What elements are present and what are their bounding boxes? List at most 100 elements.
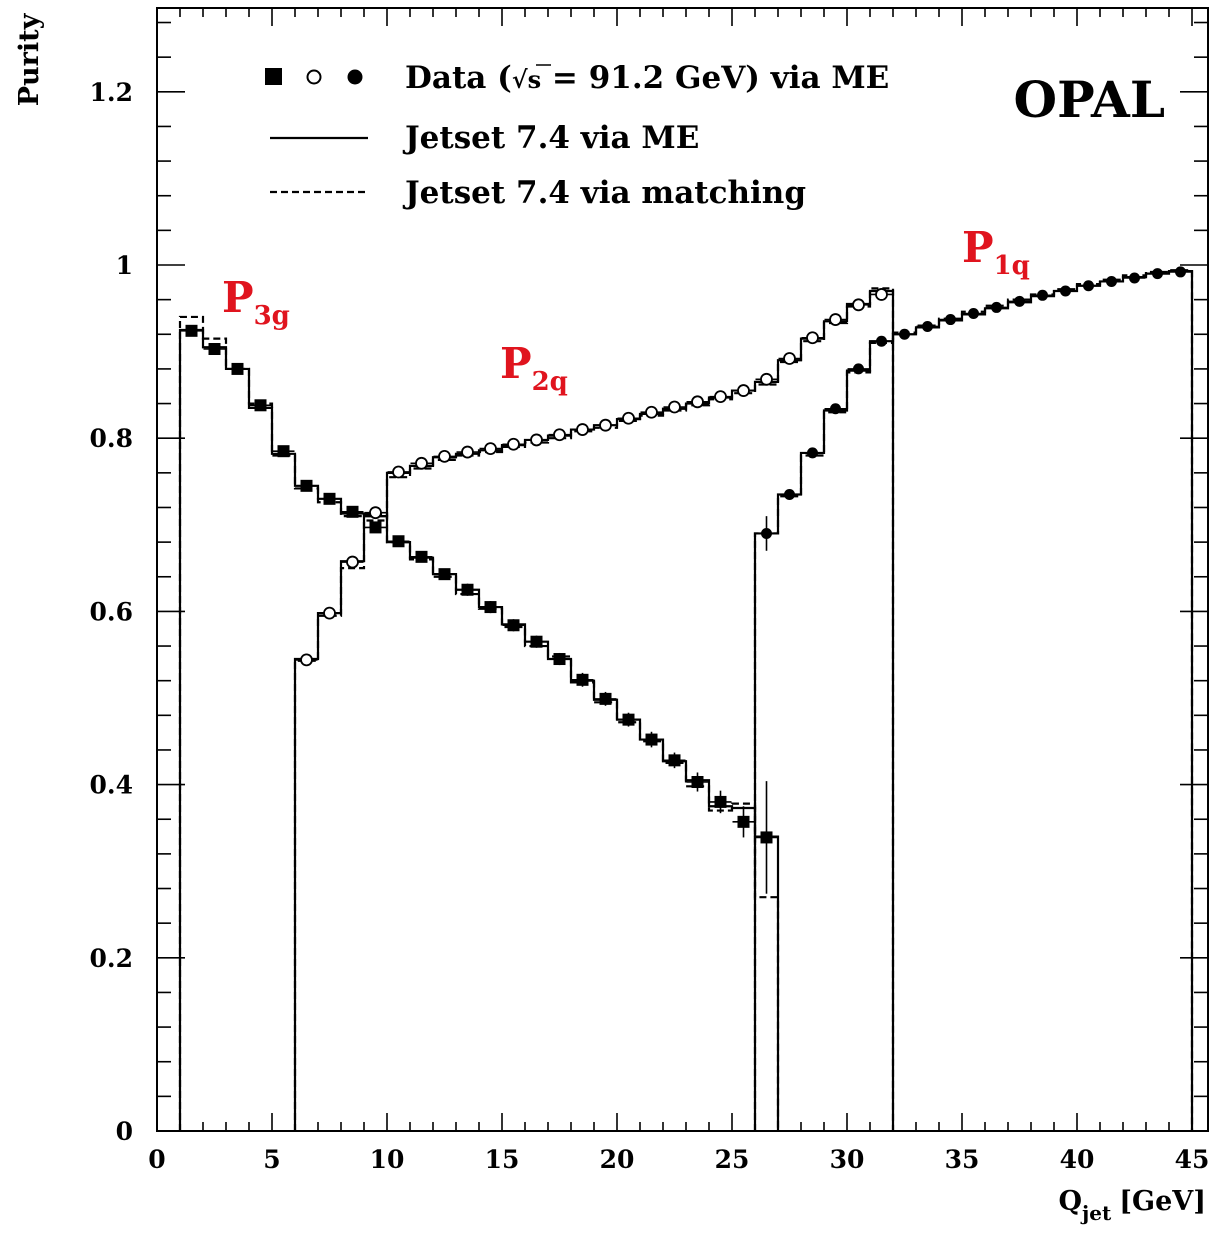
- data-point-filled-square: [323, 492, 336, 505]
- data-point-filled-square: [645, 733, 658, 746]
- legend-entry-me: Jetset 7.4 via ME: [270, 120, 699, 156]
- y-tick-label: 1: [116, 251, 133, 280]
- x-tick-label: 45: [1175, 1145, 1210, 1174]
- data-point-open-circle: [875, 288, 888, 301]
- x-tick-label: 15: [485, 1145, 520, 1174]
- data-point-filled-square: [208, 343, 221, 356]
- annotation-p2q-sub: 2q: [532, 367, 568, 397]
- data-point-filled-circle: [807, 447, 818, 459]
- data-point-open-circle: [829, 313, 842, 326]
- legend-data-pre: Data (: [405, 60, 512, 96]
- legend-filled-circle-icon: [347, 69, 363, 85]
- data-point-filled-square: [737, 815, 750, 828]
- data-point-filled-circle: [1060, 285, 1071, 297]
- y-tick-label: 0.4: [90, 771, 134, 800]
- legend-matching-label: Jetset 7.4 via matching: [402, 175, 806, 211]
- y-tick-label: 0.2: [90, 944, 134, 973]
- data-point-filled-circle: [945, 314, 956, 326]
- legend-data-label: Data (√s = 91.2 GeV) via ME: [405, 60, 889, 96]
- data-point-open-circle: [392, 465, 405, 479]
- data-point-filled-square: [507, 619, 520, 632]
- legend-open-circle-icon: [306, 69, 322, 85]
- data-point-open-circle: [691, 395, 704, 409]
- data-point-filled-square: [185, 324, 198, 337]
- data-point-filled-square: [622, 713, 635, 726]
- data-point-filled-circle: [1152, 268, 1163, 280]
- data-point-filled-square: [254, 399, 267, 412]
- me-histogram-0: [178, 328, 780, 1131]
- data-point-filled-square: [714, 795, 727, 808]
- data-point-open-circle: [553, 428, 566, 442]
- data-point-filled-circle: [1129, 272, 1140, 284]
- me-histogram-1: [293, 289, 895, 1131]
- x-axis-title-sub: jet: [1080, 1201, 1112, 1225]
- data-point-open-circle: [737, 384, 750, 397]
- x-axis-title-unit: [GeV]: [1119, 1186, 1206, 1217]
- data-point-open-circle: [300, 653, 313, 667]
- legend-entry-data: Data (√s = 91.2 GeV) via ME: [265, 60, 889, 96]
- legend-data-post: = 91.2 GeV) via ME: [541, 60, 889, 96]
- data-point-open-circle: [461, 445, 474, 459]
- matching-histogram-0: [178, 315, 780, 1131]
- data-point-filled-circle: [1106, 275, 1117, 287]
- annotation-p3g: P3g: [222, 273, 290, 331]
- axis-ticks: 0 5 10 15 20 25 30 35 40 45 0 0.2 0.4 0.6 0.8 1 1.2: [90, 8, 1210, 1174]
- experiment-label: OPAL: [1014, 70, 1165, 129]
- data-point-filled-circle: [1083, 280, 1094, 292]
- data-point-filled-circle: [991, 301, 1002, 313]
- data-point-open-circle: [369, 506, 382, 520]
- x-tick-label: 0: [148, 1145, 165, 1174]
- data-point-open-circle: [530, 433, 543, 447]
- annotation-p2q-main: P: [500, 339, 532, 388]
- data-point-filled-square: [691, 776, 704, 789]
- data-point-open-circle: [415, 456, 428, 470]
- data-point-open-circle: [507, 437, 520, 451]
- data-point-open-circle: [323, 606, 336, 620]
- me-histogram-2: [753, 269, 1194, 1131]
- data-point-filled-square: [231, 362, 244, 375]
- data-point-open-circle: [599, 418, 612, 432]
- y-tick-label: 0.8: [90, 424, 134, 453]
- x-tick-label: 25: [715, 1145, 750, 1174]
- data-point-filled-square: [576, 673, 589, 686]
- legend-entry-matching: Jetset 7.4 via matching: [270, 175, 806, 211]
- data-point-open-circle: [668, 400, 681, 414]
- mc-histograms: [178, 269, 1194, 1131]
- annotation-p2q: P2q: [500, 339, 568, 397]
- matching-histogram-2: [753, 269, 1194, 1131]
- data-point-open-circle: [438, 449, 451, 463]
- data-point-filled-circle: [899, 328, 910, 340]
- matching-histogram-1: [293, 287, 895, 1131]
- data-point-filled-circle: [968, 307, 979, 319]
- x-axis-title-main: Q: [1059, 1186, 1083, 1217]
- data-point-filled-square: [484, 601, 497, 614]
- data-point-filled-square: [346, 505, 359, 518]
- data-point-filled-circle: [1037, 289, 1048, 301]
- data-point-filled-circle: [853, 363, 864, 375]
- data-point-filled-circle: [784, 488, 795, 500]
- y-tick-label: 0.6: [90, 597, 134, 626]
- data-point-filled-square: [277, 445, 290, 458]
- x-tick-label: 35: [945, 1145, 980, 1174]
- x-axis-title: Qjet [GeV]: [1059, 1186, 1206, 1225]
- x-tick-label: 5: [263, 1145, 280, 1174]
- data-point-open-circle: [645, 405, 658, 419]
- data-point-open-circle: [852, 298, 865, 312]
- x-tick-label: 40: [1060, 1145, 1095, 1174]
- data-point-filled-circle: [1175, 266, 1186, 278]
- data-point-filled-circle: [876, 335, 887, 347]
- plot-frame: [156, 7, 1209, 1132]
- data-point-open-circle: [484, 442, 497, 455]
- data-point-filled-square: [760, 831, 773, 844]
- data-point-filled-square: [392, 535, 405, 548]
- y-tick-label: 1.2: [90, 78, 134, 107]
- data-point-open-circle: [622, 411, 635, 425]
- data-point-filled-square: [599, 692, 612, 705]
- x-tick-label: 20: [600, 1145, 635, 1174]
- data-point-open-circle: [576, 423, 589, 436]
- data-points: [180, 266, 1192, 894]
- data-point-filled-square: [369, 521, 382, 534]
- x-tick-label: 30: [830, 1145, 865, 1174]
- data-point-filled-circle: [1014, 295, 1025, 307]
